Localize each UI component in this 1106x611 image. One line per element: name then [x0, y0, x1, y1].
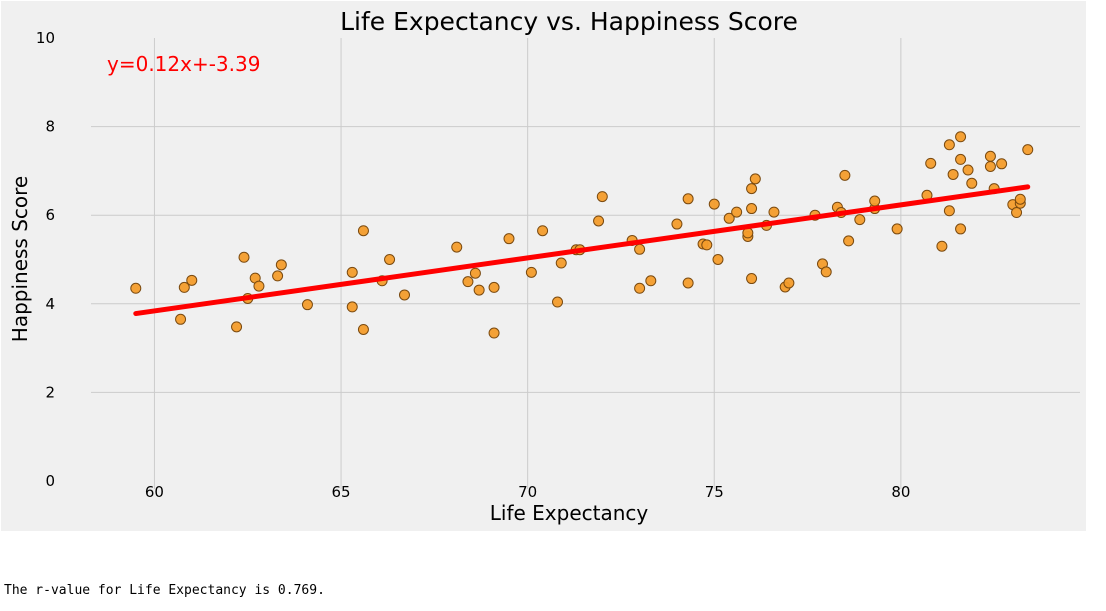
data-point — [357, 225, 369, 237]
y-tick-label: 4 — [45, 295, 55, 313]
data-point — [346, 301, 358, 313]
data-point — [843, 235, 855, 247]
data-point — [708, 198, 720, 210]
data-point — [955, 223, 967, 235]
data-point — [671, 218, 683, 230]
data-point — [820, 266, 832, 278]
regression-layer — [133, 184, 1031, 317]
grid-lines — [91, 38, 1080, 489]
data-point — [869, 195, 881, 207]
data-point — [768, 206, 780, 218]
y-tick-label: 6 — [45, 206, 55, 224]
data-point — [469, 267, 481, 279]
data-point — [462, 276, 474, 288]
data-point — [955, 153, 967, 165]
data-point — [925, 157, 937, 169]
y-axis-label: Happiness Score — [8, 176, 32, 342]
plot-background — [1, 1, 1086, 531]
data-point — [996, 158, 1008, 170]
tick-labels: 60 65 70 75 80 0 2 4 6 8 10 — [36, 29, 911, 501]
data-point — [749, 173, 761, 185]
r-value-output: The r-value for Life Expectancy is 0.769… — [4, 583, 325, 598]
data-point — [130, 282, 142, 294]
data-point — [712, 254, 724, 265]
data-point — [398, 289, 410, 301]
data-point — [384, 254, 396, 265]
chart-figure: 60 65 70 75 80 0 2 4 6 8 10 Life Expectancy vs. Ha… — [1, 1, 1086, 531]
data-point — [525, 266, 537, 278]
y-tick-label: 2 — [45, 383, 55, 401]
data-point — [634, 282, 646, 294]
data-point — [746, 273, 758, 285]
y-tick-label: 0 — [45, 472, 55, 490]
data-point — [253, 280, 265, 292]
data-point — [943, 205, 955, 217]
data-point — [701, 239, 713, 251]
data-point — [596, 191, 608, 203]
data-point — [186, 274, 198, 286]
data-point — [783, 277, 795, 289]
data-point — [275, 259, 287, 271]
data-point — [984, 150, 996, 162]
data-point — [682, 193, 694, 205]
data-point — [854, 214, 866, 226]
regression-equation: y=0.12x+-3.39 — [107, 52, 260, 76]
data-point — [175, 313, 187, 325]
chart-title: Life Expectancy vs. Happiness Score — [340, 7, 798, 36]
data-point — [891, 223, 903, 235]
x-tick-label: 65 — [332, 483, 351, 501]
data-point — [936, 240, 948, 252]
data-point — [346, 266, 358, 278]
x-axis-label: Life Expectancy — [490, 501, 649, 525]
x-tick-label: 70 — [518, 483, 537, 501]
y-tick-label: 8 — [45, 118, 55, 136]
x-tick-label: 80 — [891, 483, 910, 501]
data-point — [645, 275, 657, 287]
data-point — [301, 299, 313, 311]
data-point — [984, 160, 996, 172]
data-point — [451, 241, 463, 253]
data-point — [488, 281, 500, 293]
data-point — [746, 203, 758, 215]
data-points — [130, 131, 1034, 339]
regression-line — [133, 184, 1031, 317]
data-point — [955, 131, 967, 143]
data-point — [731, 206, 743, 218]
data-point — [746, 183, 758, 195]
scatter-chart: 60 65 70 75 80 0 2 4 6 8 10 Life Expectancy vs. Ha… — [1, 1, 1086, 531]
data-point — [1022, 144, 1034, 156]
data-point — [962, 164, 974, 176]
x-tick-label: 75 — [705, 483, 724, 501]
data-point — [634, 243, 646, 255]
data-point — [593, 215, 605, 227]
data-point — [231, 321, 243, 333]
data-point — [552, 296, 564, 308]
data-point — [488, 327, 500, 339]
data-point — [839, 169, 851, 181]
data-point — [357, 323, 369, 335]
data-point — [178, 281, 190, 293]
data-point — [503, 233, 515, 245]
data-point — [473, 284, 485, 296]
data-point — [1011, 207, 1023, 219]
data-point — [555, 257, 567, 269]
data-point — [723, 212, 735, 224]
y-tick-label: 10 — [36, 29, 55, 47]
data-point — [682, 277, 694, 289]
data-point — [537, 225, 549, 237]
x-tick-label: 60 — [145, 483, 164, 501]
data-point — [272, 270, 284, 282]
data-point — [1014, 193, 1026, 205]
data-point — [943, 139, 955, 151]
data-point — [238, 251, 250, 263]
data-point — [947, 168, 959, 180]
data-point — [966, 177, 978, 189]
